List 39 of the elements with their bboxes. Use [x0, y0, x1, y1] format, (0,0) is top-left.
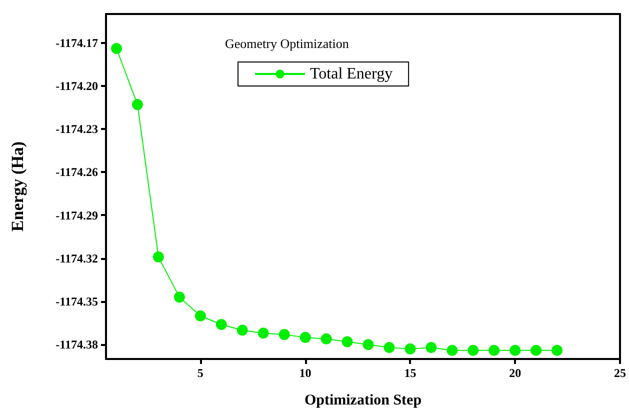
x-tick-label: 20	[509, 366, 522, 380]
point	[552, 344, 563, 356]
y-tick-label: -1174.17	[56, 36, 98, 50]
x-axis-title: Optimization Step	[304, 392, 422, 408]
point	[111, 43, 122, 54]
point	[362, 339, 374, 350]
point	[530, 344, 542, 356]
point	[342, 336, 353, 348]
point	[236, 324, 248, 336]
y-tick-label: -1174.35	[56, 294, 98, 308]
y-tick-label: -1174.20	[56, 78, 98, 93]
legend-label: Total Energy	[310, 66, 393, 82]
point	[468, 344, 479, 356]
y-tick-label: -1174.32	[56, 251, 98, 266]
point	[384, 342, 395, 353]
point	[320, 333, 332, 344]
point	[426, 342, 437, 353]
y-tick-label: -1174.23	[56, 122, 98, 136]
x-tick-label: 10	[299, 366, 312, 380]
y-tick-label: -1174.29	[56, 208, 98, 222]
y-axis-title: Energy (Ha)	[8, 141, 27, 232]
x-tick-label: 15	[404, 366, 416, 380]
point	[300, 332, 311, 343]
x-tick-label: 25	[614, 366, 626, 380]
point	[404, 343, 416, 354]
point	[258, 328, 269, 339]
point	[132, 99, 143, 110]
y-tick-label: -1174.26	[56, 165, 98, 180]
point	[488, 344, 500, 356]
point	[446, 344, 458, 356]
point	[278, 329, 290, 340]
text: Geometry Optimization	[225, 36, 350, 51]
y-tick-label: -1174.38	[56, 338, 98, 352]
point	[194, 310, 206, 322]
point	[216, 319, 227, 330]
point	[510, 344, 521, 356]
point	[152, 251, 164, 262]
point	[174, 292, 185, 303]
x-tick-label: 5	[197, 366, 204, 380]
